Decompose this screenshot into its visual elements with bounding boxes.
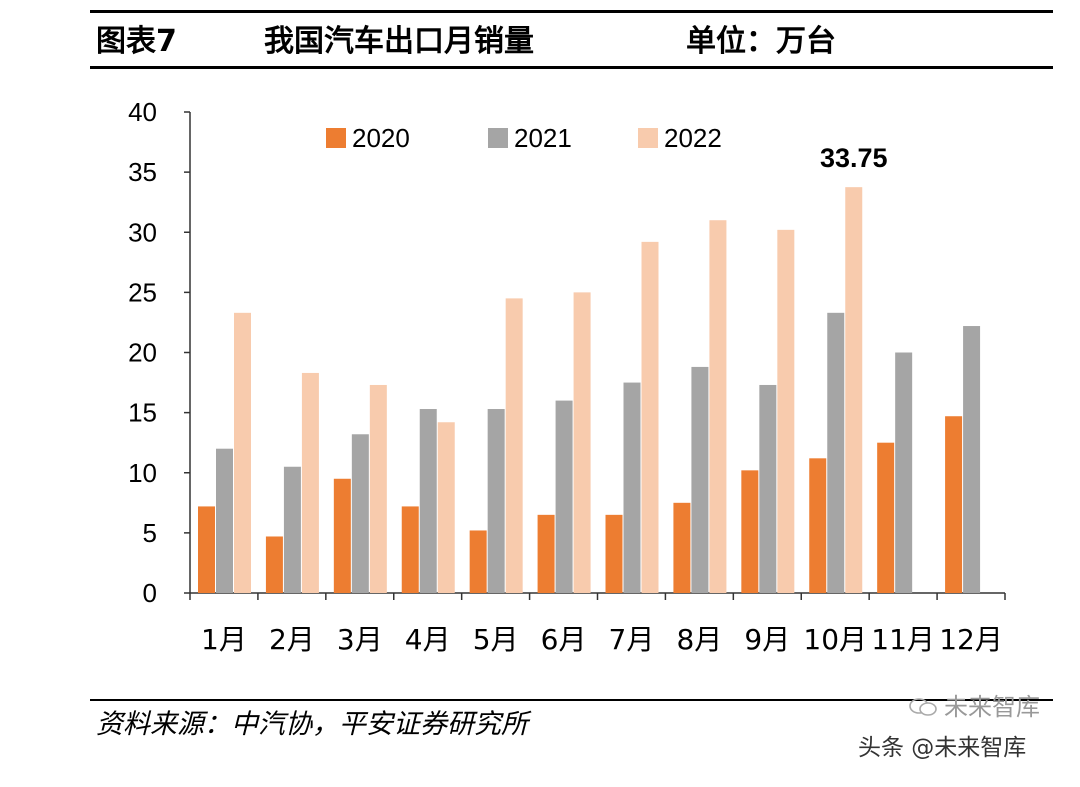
y-tick-label: 40 [128, 97, 157, 127]
x-tick-label: 5月 [473, 623, 519, 656]
x-tick-label: 4月 [405, 623, 451, 656]
x-tick-label: 8月 [676, 623, 722, 656]
source-note: 资料来源：中汽协，平安证券研究所 [96, 709, 528, 740]
bar-2020-3月 [333, 478, 351, 593]
bar-2020-2月 [265, 536, 283, 593]
figure-unit: 单位：万台 [686, 24, 836, 59]
legend-label-2020: 2020 [352, 123, 410, 153]
x-tick-label: 9月 [744, 623, 790, 656]
legend-label-2022: 2022 [664, 123, 722, 153]
bar-2021-2月 [283, 466, 301, 593]
x-tick-label: 3月 [337, 623, 383, 656]
title-rule [90, 66, 1053, 69]
bar-2021-12月 [963, 326, 981, 593]
bar-2022-1月 [234, 312, 251, 593]
y-tick-label: 10 [128, 458, 157, 488]
bar-2021-5月 [487, 409, 505, 593]
bar-chart: 0 5 10 15 20 25 30 35 40 1月 2月 3月 4月 5月 6月 7月 8月 9月 10月 11月… [128, 97, 1006, 656]
bar-2022-4月 [437, 422, 455, 593]
bar-2020-4月 [401, 506, 419, 593]
figure-header: 图表7 我国汽车出口月销量 单位：万台 [96, 16, 1056, 68]
y-tick-label: 30 [128, 217, 157, 247]
bar-2021-11月 [895, 352, 913, 593]
bar-2021-4月 [419, 409, 437, 593]
y-tick-label: 25 [128, 277, 157, 307]
bar-2021-3月 [351, 434, 369, 593]
bar-2020-6月 [537, 514, 555, 593]
bar-2021-9月 [759, 384, 777, 593]
legend-swatch-2022 [638, 128, 658, 148]
legend-label-2021: 2021 [514, 123, 572, 153]
y-tick-label: 5 [143, 518, 157, 548]
bar-2020-8月 [673, 502, 691, 593]
bar-2021-8月 [691, 366, 709, 593]
bar-2022-3月 [369, 384, 387, 593]
legend-swatch-2020 [326, 128, 346, 148]
bar-2022-7月 [641, 241, 659, 593]
figure-title: 我国汽车出口月销量 [264, 24, 534, 59]
bar-2020-12月 [945, 416, 963, 593]
x-tick-label: 12月 [939, 623, 1003, 656]
bar-2022-5月 [505, 298, 523, 593]
y-tick-label: 0 [143, 578, 157, 608]
bar-2022-8月 [709, 220, 727, 593]
annotation-label: 33.75 [820, 143, 888, 173]
x-tick-label: 11月 [871, 623, 935, 656]
bar-2020-7月 [605, 514, 623, 593]
bar-2022-9月 [777, 229, 795, 593]
y-tick-label: 15 [128, 398, 157, 428]
x-tick-label: 10月 [803, 623, 867, 656]
bar-2022-10月 [845, 187, 863, 593]
y-tick-label: 20 [128, 338, 157, 368]
bottom-rule [90, 699, 1053, 701]
bar-2021-6月 [555, 400, 573, 593]
bar-2020-9月 [741, 470, 759, 593]
bar-2021-1月 [216, 448, 233, 593]
chat-bubble-icon [909, 698, 937, 716]
top-rule [90, 10, 1053, 13]
x-tick-label: 1月 [201, 623, 247, 656]
legend-swatch-2021 [488, 128, 508, 148]
bar-2020-10月 [809, 458, 827, 593]
bar-2021-7月 [623, 382, 641, 593]
x-tick-label: 7月 [609, 623, 655, 656]
bar-2020-5月 [469, 530, 487, 593]
bar-2022-6月 [573, 292, 591, 593]
figure-number: 图表7 [96, 24, 177, 59]
watermark-faded: 未来智库 [944, 693, 1040, 721]
x-tick-label: 2月 [269, 623, 315, 656]
bar-2021-10月 [827, 312, 845, 593]
y-tick-label: 35 [128, 157, 157, 187]
watermark: 头条 @未来智库 [858, 735, 1027, 761]
x-tick-label: 6月 [541, 623, 587, 656]
bar-2020-1月 [198, 506, 215, 593]
bar-2020-11月 [877, 442, 895, 593]
bar-2022-2月 [301, 372, 319, 593]
